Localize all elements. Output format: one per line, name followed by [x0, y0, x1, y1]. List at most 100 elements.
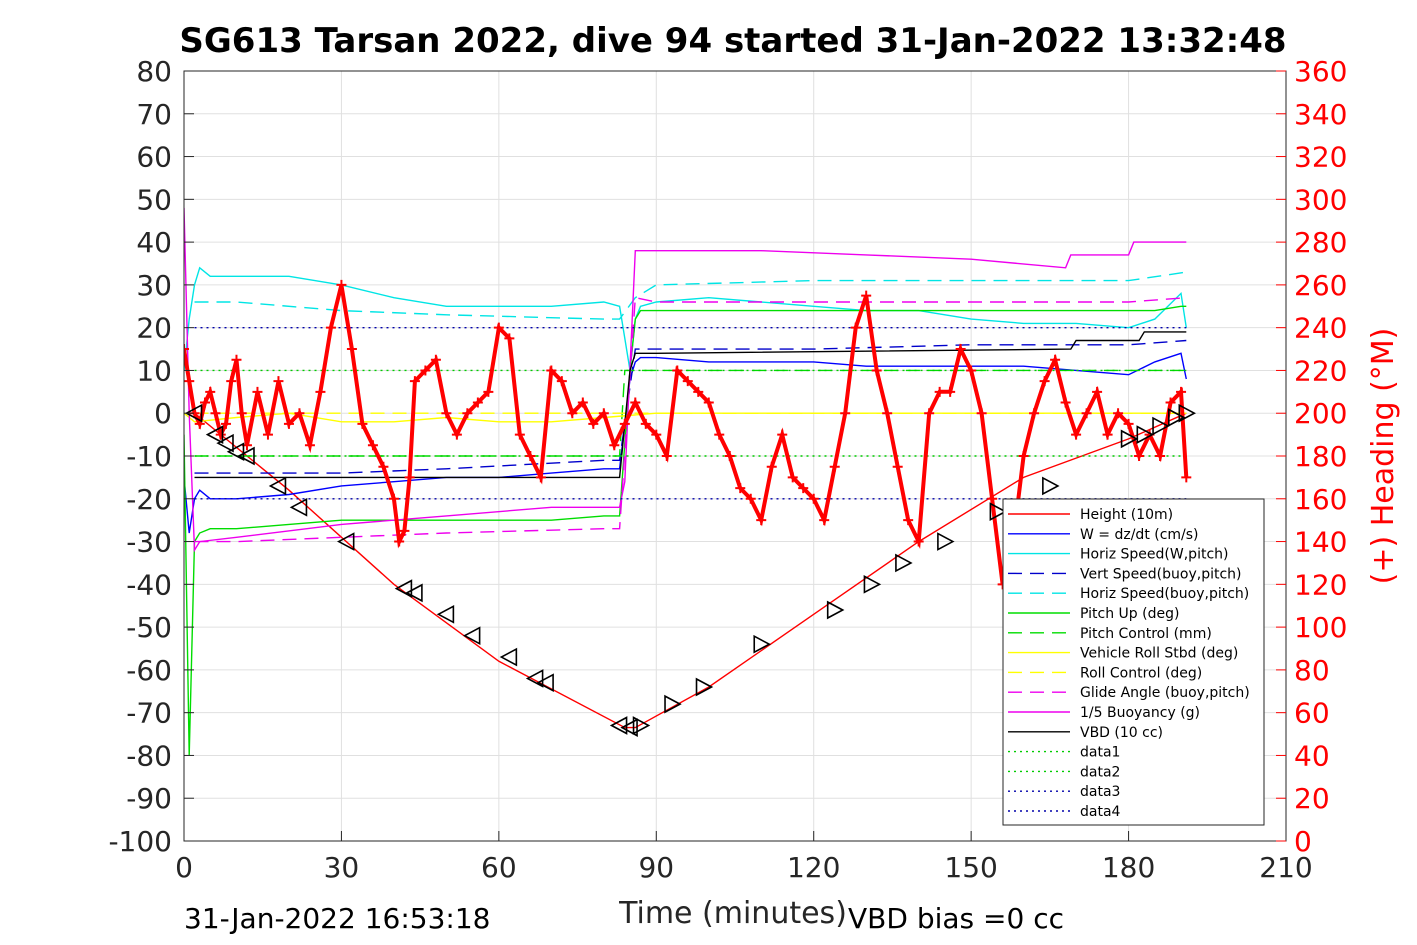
heading-point: [357, 418, 368, 429]
depth-marker: [436, 604, 455, 624]
heading-point: [819, 515, 830, 526]
series-buoyancy: [184, 207, 1187, 553]
y2-tick-label: 40: [1294, 739, 1330, 772]
heading-point: [441, 408, 452, 419]
legend-label-pitch_ctrl: Pitch Control (mm): [1080, 626, 1212, 642]
legend-label-data1: data1: [1080, 745, 1120, 761]
depth-marker: [525, 669, 544, 688]
heading-point: [273, 376, 284, 387]
heading-point: [205, 386, 216, 397]
heading-point: [777, 429, 788, 440]
y-tick-label: -20: [126, 483, 172, 516]
depth-marker: [226, 442, 245, 462]
heading-point: [861, 290, 872, 301]
heading-point: [451, 429, 462, 440]
y-tick-label: -10: [126, 440, 172, 473]
heading-point: [976, 408, 987, 419]
heading-point: [598, 408, 609, 419]
y2-tick-label: 340: [1294, 98, 1347, 131]
depth-marker: [1120, 429, 1139, 449]
heading-point: [798, 483, 809, 494]
heading-point: [336, 279, 347, 290]
heading-point: [1123, 418, 1134, 429]
heading-point: [409, 376, 420, 387]
y-tick-label: 40: [136, 226, 172, 259]
y2-tick-label: 200: [1294, 397, 1347, 430]
heading-point: [262, 429, 273, 440]
y-tick-label: 20: [136, 312, 172, 345]
heading-point: [1181, 472, 1192, 483]
x-tick-label: 120: [787, 851, 840, 884]
heading-point: [672, 365, 683, 376]
heading-point: [924, 408, 935, 419]
legend-label-data4: data4: [1080, 804, 1121, 820]
legend-entries: Height (10m) W = dz/dt (cm/s) Horiz Speed(…: [1008, 507, 1250, 820]
y2-tick-label: 80: [1294, 654, 1330, 687]
heading-point: [304, 440, 315, 451]
heading-point: [577, 397, 588, 408]
depth-marker: [268, 476, 287, 496]
y2-tick-label: 240: [1294, 312, 1347, 345]
heading-point: [472, 397, 483, 408]
heading-point: [966, 365, 977, 376]
legend-label-data3: data3: [1080, 784, 1120, 800]
y-tick-label: -90: [126, 782, 172, 815]
depth-marker: [1042, 476, 1060, 496]
x-tick-label: 150: [944, 851, 997, 884]
x-tick-label: 60: [481, 851, 517, 884]
y2-tick-label: 60: [1294, 697, 1330, 730]
legend-label-vert_buoy: Vert Speed(buoy,pitch): [1080, 566, 1242, 582]
legend-label-roll_ctrl: Roll Control (deg): [1080, 665, 1202, 681]
heading-point: [1102, 429, 1113, 440]
heading-point: [367, 440, 378, 451]
heading-point: [546, 365, 557, 376]
series-horiz_buoy: [194, 271, 1187, 320]
depth-marker: [826, 600, 845, 620]
heading-point: [184, 376, 195, 387]
depth-marker: [184, 403, 203, 423]
heading-point: [420, 365, 431, 376]
series-pitch: [184, 305, 1187, 756]
heading-point: [892, 461, 903, 472]
depth-marker: [632, 716, 651, 735]
end-timestamp: 31-Jan-2022 16:53:18: [184, 902, 490, 935]
heading-point: [236, 408, 247, 419]
depth-marker: [937, 532, 955, 551]
y2-tick-label: 360: [1294, 55, 1347, 88]
depth-marker: [405, 583, 423, 603]
y-tick-label: 10: [136, 354, 172, 387]
y2-tick-label: 260: [1294, 269, 1347, 302]
y2-tick-label: 100: [1294, 611, 1347, 644]
y-tick-label: 60: [136, 141, 172, 174]
heading-point: [504, 333, 515, 344]
heading-point: [913, 536, 924, 547]
heading-point: [1092, 386, 1103, 397]
heading-point: [199, 397, 210, 408]
heading-point: [829, 461, 840, 472]
x-tick-label: 210: [1259, 851, 1312, 884]
depth-marker: [753, 634, 771, 654]
chart-title: SG613 Tarsan 2022, dive 94 started 31-Ja…: [179, 21, 1286, 61]
depth-marker: [336, 532, 355, 551]
heading-point: [493, 322, 504, 333]
heading-point: [430, 354, 441, 365]
y-tick-label: -30: [126, 526, 172, 559]
heading-point: [787, 472, 798, 483]
depth-marker: [237, 446, 255, 466]
heading-point: [283, 418, 294, 429]
series-roll: [184, 412, 1187, 423]
heading-point: [325, 322, 336, 333]
heading-point: [735, 483, 746, 494]
vbd-bias-label: VBD bias =0 cc: [848, 902, 1064, 935]
depth-marker: [1178, 403, 1196, 423]
depth-marker: [1168, 408, 1186, 427]
heading-point: [882, 408, 893, 419]
heading-point: [766, 461, 777, 472]
heading-point: [567, 408, 578, 419]
heading-point: [231, 354, 242, 365]
heading-point: [483, 386, 494, 397]
y-tick-label: -40: [126, 568, 172, 601]
heading-point: [703, 397, 714, 408]
heading-point: [756, 515, 767, 526]
legend-label-pitch: Pitch Up (deg): [1080, 606, 1179, 622]
